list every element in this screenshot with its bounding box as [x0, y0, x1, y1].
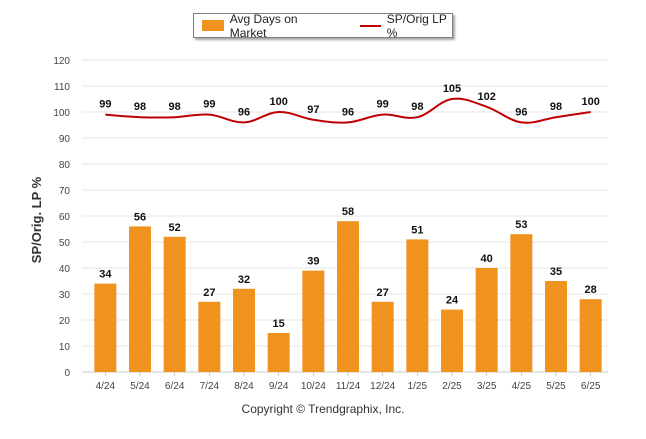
bar — [406, 239, 428, 372]
x-tick-label: 6/25 — [581, 381, 601, 392]
x-tick-label: 11/24 — [336, 381, 361, 392]
x-tick-label: 2/25 — [442, 381, 462, 392]
bar-value-label: 24 — [446, 295, 459, 307]
line-value-label: 97 — [307, 104, 319, 116]
bar-value-label: 32 — [238, 274, 250, 286]
line-value-label: 96 — [342, 106, 354, 118]
y-tick-label: 120 — [53, 56, 70, 67]
x-tick-label: 4/24 — [96, 381, 116, 392]
bar-value-label: 58 — [342, 206, 354, 218]
line-value-label: 105 — [443, 83, 461, 95]
bar-value-label: 56 — [134, 211, 146, 223]
bar — [337, 221, 359, 372]
legend-label-days-on-market: Avg Days on Market — [230, 12, 328, 40]
bar-value-label: 40 — [481, 253, 493, 265]
legend-swatch-line — [360, 25, 381, 27]
line-value-label: 96 — [238, 106, 250, 118]
y-tick-label: 0 — [64, 368, 70, 379]
bar-value-label: 27 — [203, 287, 215, 299]
x-tick-label: 4/25 — [512, 381, 532, 392]
bar — [545, 281, 567, 372]
legend-label-sp-orig-lp: SP/Orig LP % — [387, 12, 452, 40]
x-tick-label: 8/24 — [234, 381, 254, 392]
x-tick-label: 9/24 — [269, 381, 289, 392]
bar-series — [94, 221, 601, 372]
x-tick-label: 3/25 — [477, 381, 497, 392]
y-tick-label: 90 — [59, 134, 71, 145]
bar-value-label: 27 — [377, 287, 389, 299]
legend-item-sp-orig-lp[interactable]: SP/Orig LP % — [328, 12, 452, 40]
bar — [302, 271, 324, 372]
bar — [580, 299, 602, 372]
x-tick-label: 5/25 — [546, 381, 566, 392]
x-tick-label: 5/24 — [130, 381, 150, 392]
line-value-label: 99 — [99, 99, 111, 111]
legend: Avg Days on Market SP/Orig LP % — [193, 13, 453, 38]
bar-value-label: 34 — [99, 269, 112, 281]
y-tick-label: 70 — [59, 186, 71, 197]
x-tick-label: 10/24 — [301, 381, 326, 392]
y-tick-label: 100 — [53, 108, 70, 119]
bar — [268, 333, 290, 372]
x-tick-label: 1/25 — [408, 381, 428, 392]
bar — [94, 284, 116, 372]
x-tick-label: 6/24 — [165, 381, 185, 392]
bar-value-label: 28 — [585, 284, 597, 296]
bar-value-label: 53 — [515, 219, 527, 231]
y-tick-label: 50 — [59, 238, 71, 249]
bar — [441, 310, 463, 372]
y-axis-title: SP/Orig. LP % — [29, 176, 44, 263]
line-value-label: 98 — [169, 101, 181, 113]
x-tick-label: 7/24 — [200, 381, 220, 392]
bar — [233, 289, 255, 372]
line-value-label: 102 — [477, 91, 495, 103]
bar-value-label: 35 — [550, 266, 562, 278]
line-value-label: 96 — [515, 106, 527, 118]
y-tick-label: 110 — [54, 82, 70, 93]
y-tick-label: 40 — [59, 264, 71, 275]
bar-value-label: 39 — [307, 256, 319, 268]
y-tick-label: 80 — [59, 160, 71, 171]
bar-value-label: 52 — [169, 222, 181, 234]
y-tick-label: 10 — [59, 342, 71, 353]
bar-value-label: 15 — [273, 318, 285, 330]
y-tick-label: 20 — [59, 316, 71, 327]
y-tick-label: 60 — [59, 212, 71, 223]
bar — [129, 226, 151, 372]
legend-swatch-bar — [202, 20, 224, 31]
bar — [510, 234, 532, 372]
bar — [164, 237, 186, 372]
copyright-text: Copyright © Trendgraphix, Inc. — [0, 402, 646, 416]
line-value-label: 100 — [269, 96, 287, 108]
y-tick-label: 30 — [59, 290, 71, 301]
bar — [198, 302, 220, 372]
bar — [476, 268, 498, 372]
bar — [372, 302, 394, 372]
line-value-label: 100 — [581, 96, 599, 108]
legend-item-days-on-market[interactable]: Avg Days on Market — [194, 12, 328, 40]
line-value-label: 98 — [411, 101, 423, 113]
line-value-label: 99 — [377, 99, 389, 111]
line-value-label: 99 — [203, 99, 215, 111]
bar-value-label: 51 — [411, 224, 423, 236]
line-value-label: 98 — [134, 101, 146, 113]
line-value-label: 98 — [550, 101, 562, 113]
x-tick-label: 12/24 — [370, 381, 395, 392]
